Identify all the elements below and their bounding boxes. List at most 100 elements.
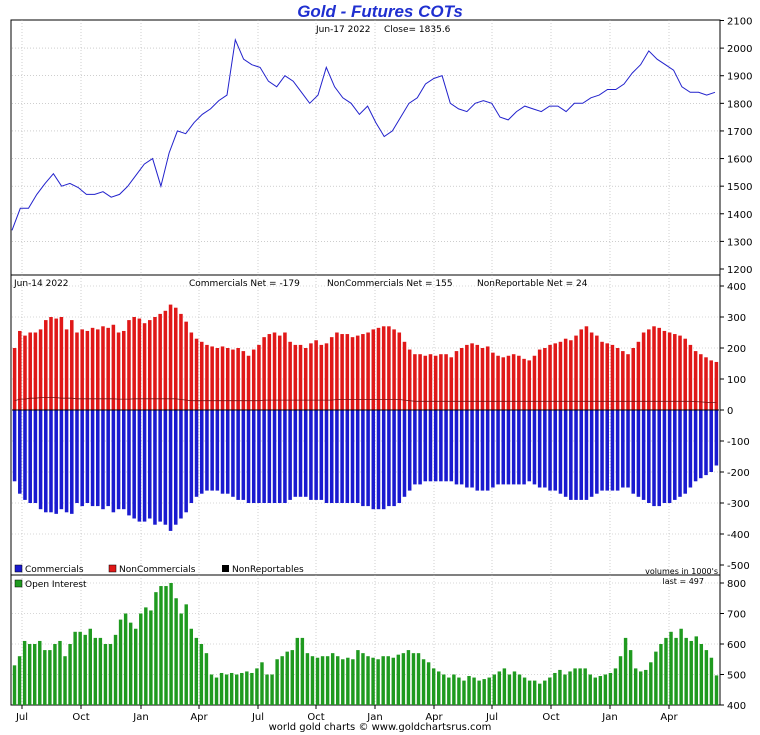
price-y-tick-label: 1800 [727,99,752,110]
commercials-bar [267,410,272,503]
noncommercials-bar [168,304,173,410]
commercials-bar [439,410,443,482]
noncommercials-bar [600,341,604,410]
noncommercials-bar [511,354,516,410]
open-interest-bar [527,680,532,705]
commercials-bar [18,410,22,494]
commercials-bar [355,410,360,503]
commercials-bar [636,410,641,497]
commercials-bar [647,410,651,503]
price-y-tick-label: 1400 [727,210,752,221]
open-interest-bar [325,656,330,705]
open-interest-bar [108,644,113,705]
open-interest-bar [709,657,714,705]
open-interest-bar [593,677,597,705]
open-interest-bar [134,628,138,705]
open-interest-bar [164,586,168,705]
noncommercials-bar [402,341,407,410]
open-interest-bar [623,637,628,705]
noncommercials-bar [714,361,719,410]
commercials-bar [23,410,27,500]
open-interest-bar [406,650,411,705]
noncommercials-bar [641,332,646,410]
footer-credit: world gold charts © www.goldchartsrus.co… [268,722,492,733]
open-interest-bar [699,644,704,705]
open-interest-bar [598,676,603,705]
commercials-bar [340,410,344,503]
open-interest-bar [128,622,133,705]
commercials-bar [621,410,625,488]
noncommercials-bar [407,349,412,410]
open-interest-bar [199,644,204,705]
commercials-bar [111,410,116,513]
commercials-bar [366,410,370,507]
open-interest-bar [320,656,325,705]
commercials-bar [163,410,168,525]
oi-y-tick-label: 700 [727,610,746,621]
open-interest-bar [169,583,173,705]
open-interest-bar [442,674,446,705]
commercials-bar [90,410,95,507]
open-interest-bar [522,677,527,705]
cot-y-tick-label: 0 [727,406,733,417]
price-line [11,37,716,231]
noncommercials-bar [158,313,162,410]
noncommercials-bar [626,354,630,410]
cot-plot [12,304,719,531]
commercials-bar [54,410,58,514]
noncommercials-bar [241,351,246,410]
noncommercials-bar [569,340,573,410]
price-close-label: Close= 1835.6 [384,25,451,35]
open-interest-bar [240,672,244,705]
commercials-bar [236,410,240,500]
noncommercials-bar [194,338,199,410]
open-interest-bar [235,674,239,705]
open-interest-bar [139,613,143,705]
noncommercials-bar [96,329,100,410]
noncommercials-bar [236,348,240,410]
open-interest-bar [285,651,289,706]
open-interest-bar [73,631,77,705]
noncommercials-bar [449,357,454,410]
noncommercials-bar [491,352,495,410]
open-interest-bar [568,671,572,705]
commercials-bar [693,410,698,482]
open-interest-bar [33,644,37,705]
open-interest-bar [517,674,522,705]
commercials-bar [579,410,584,500]
open-interest-bar [437,671,441,705]
oi-y-tick-label: 500 [727,671,746,682]
noncommercials-bar [652,326,656,410]
noncommercials-bar [605,343,609,410]
open-interest-bar [290,650,294,705]
x-tick-label: Jan [366,712,382,723]
noncommercials-bar [12,348,17,410]
open-interest-bar [401,653,406,705]
open-interest-bar [229,672,234,705]
noncommercials-bar [397,332,402,410]
commercials-bar [350,410,355,503]
noncommercials-bar [33,332,38,410]
commercials-bar [231,410,235,497]
noncommercials-bar [657,327,661,410]
open-interest-bar [482,679,486,705]
x-tick-label: Jan [132,712,148,723]
open-interest-bar [689,640,693,705]
noncommercials-bar [184,321,188,410]
open-interest-bar [563,674,567,705]
open-interest-bar [553,672,557,705]
commercials-bar [454,410,459,485]
commercials-net-label: Commercials Net = -179 [189,279,300,289]
open-interest-bar [214,677,219,705]
noncommercials-bar [101,326,105,410]
open-interest-bar [674,637,678,705]
commercials-bar [392,410,396,507]
commercials-bar [314,410,318,500]
noncommercials-bar [683,338,687,410]
commercials-bar [699,410,703,479]
open-interest-bar [38,640,42,705]
noncommercials-bar [225,348,230,410]
cot-y-tick-label: -500 [727,561,750,572]
noncommercials-bar [314,340,318,410]
